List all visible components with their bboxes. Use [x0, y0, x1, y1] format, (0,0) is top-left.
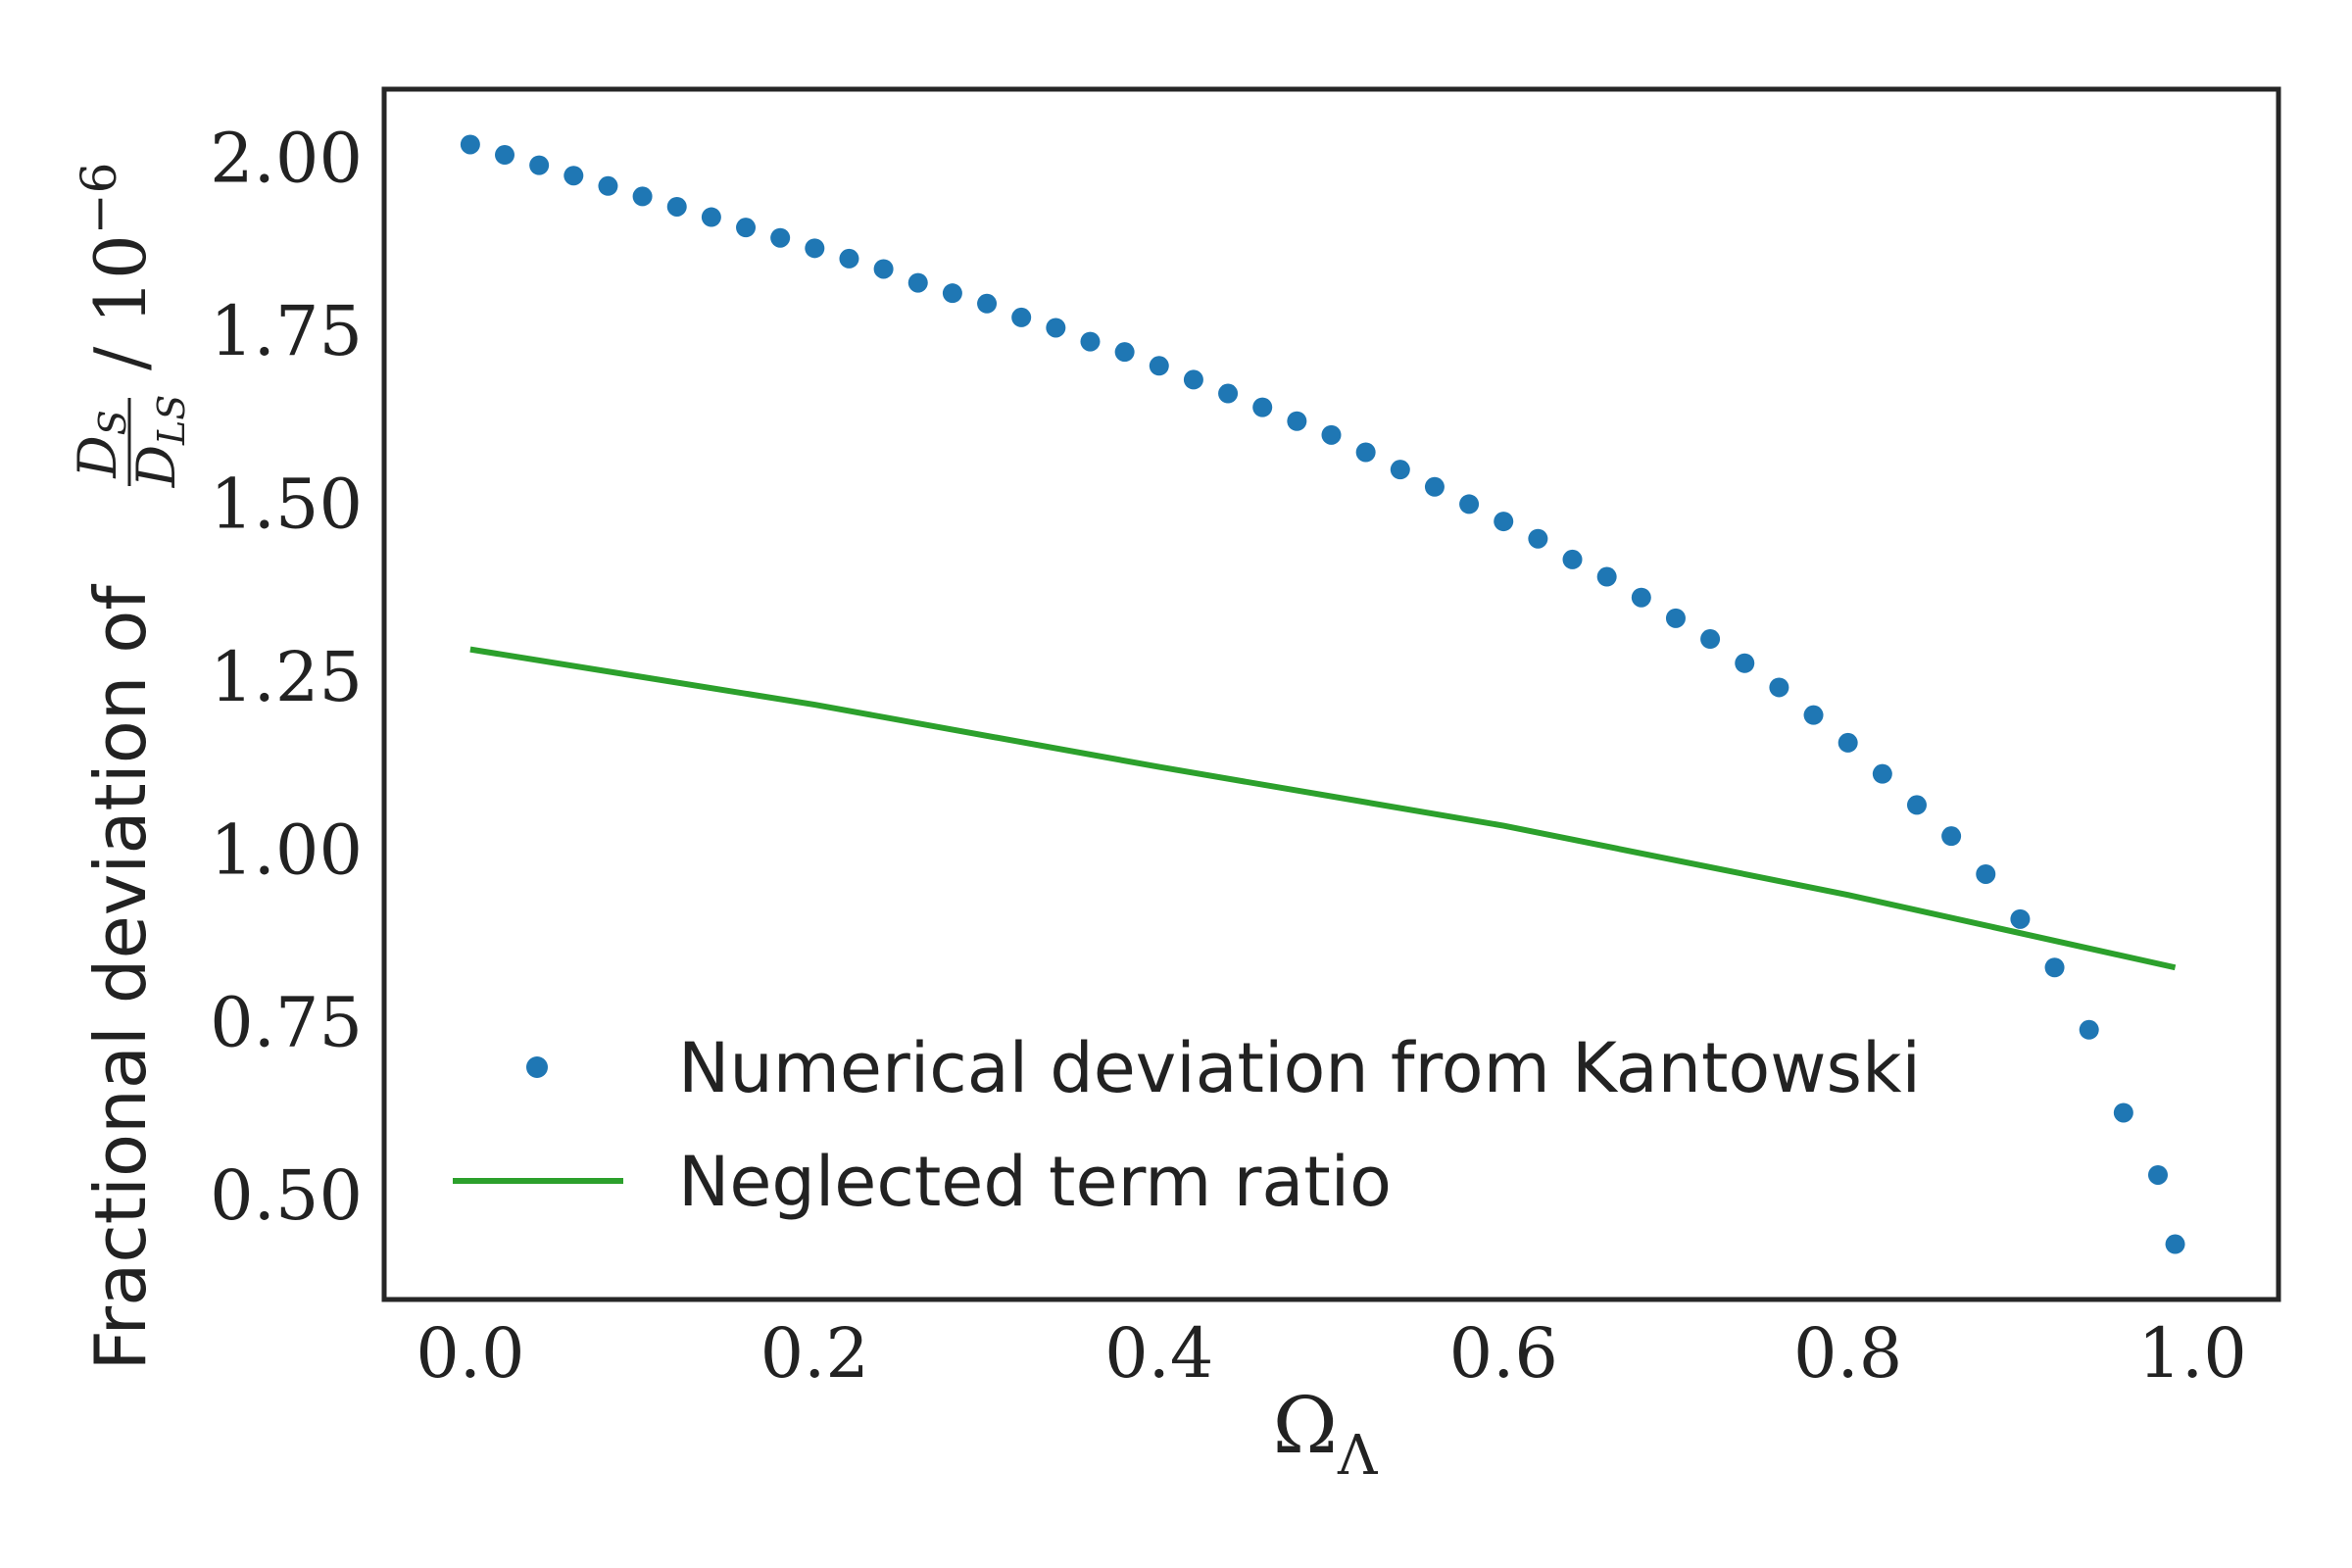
scatter-point: [1735, 653, 1755, 673]
scatter-point: [2079, 1019, 2099, 1040]
scatter-point: [1459, 494, 1480, 514]
y-tick-label: 1.00: [210, 809, 363, 890]
scatter-point: [839, 248, 859, 269]
legend-label-line: Neglected term ratio: [678, 1142, 1392, 1222]
y-tick-label: 0.75: [210, 983, 363, 1063]
scatter-point: [1252, 397, 1273, 417]
y-axis-label-suffix-exp: −6: [71, 163, 127, 235]
scatter-point: [1183, 369, 1203, 390]
y-tick-label: 1.25: [210, 637, 363, 717]
x-tick-label: 0.4: [1104, 1313, 1213, 1394]
plot-frame: [381, 86, 2281, 1302]
y-tick-label: 1.50: [210, 464, 363, 544]
legend-marker-scatter: [526, 1056, 548, 1078]
scatter-point: [1218, 383, 1239, 404]
y-axis-label-frac-den-sub: LS: [150, 395, 193, 446]
y-axis-label: Fractional deviation of DS DLS / 10−6: [67, 163, 193, 1371]
scatter-point: [2113, 1102, 2133, 1123]
scatter-point: [1562, 549, 1583, 569]
y-axis-label-frac-den-base: D: [125, 445, 187, 488]
scatter-point: [1424, 476, 1445, 497]
x-tick-label: 0.0: [416, 1313, 524, 1394]
scatter-point: [942, 283, 962, 304]
scatter-point: [1011, 307, 1032, 327]
scatter-point: [460, 134, 480, 155]
scatter-point: [1665, 608, 1686, 628]
scatter-point: [529, 155, 550, 175]
scatter-point: [1803, 705, 1824, 725]
scatter-point: [873, 259, 894, 279]
scatter-point: [1494, 512, 1514, 532]
scatter-point: [1114, 342, 1135, 363]
x-tick-label: 0.6: [1449, 1313, 1558, 1394]
scatter-point: [1355, 442, 1376, 463]
marks-layer: [460, 134, 2185, 1254]
scatter-point: [770, 227, 791, 248]
scatter-point: [1941, 826, 1962, 847]
scatter-point: [632, 186, 653, 207]
scatter-point: [701, 207, 721, 227]
scatter-point: [1596, 566, 1617, 587]
y-axis-label-frac-num-sub: S: [91, 410, 134, 435]
scatter-point: [495, 145, 515, 166]
scatter-point: [2165, 1234, 2185, 1254]
ticks-layer: 0.0 0.2 0.4 0.6 0.8 1.0 0.50 0.75 1.00 1.25 1.50 1.…: [210, 119, 2247, 1394]
scatter-point: [2044, 957, 2065, 978]
scatter-point: [666, 196, 687, 217]
scatter-point: [1872, 763, 1892, 784]
y-tick-label: 0.50: [210, 1155, 363, 1236]
series-line-neglected-term-ratio: [469, 646, 2177, 971]
scatter-point: [2147, 1164, 2168, 1185]
y-axis-label-prefix: Fractional deviation of: [79, 584, 162, 1371]
scatter-point: [1528, 528, 1548, 549]
y-axis-label-frac-num-base: D: [67, 435, 128, 478]
scatter-point: [1046, 318, 1066, 338]
legend: Numerical deviation from Kantowski Negle…: [453, 1028, 1921, 1222]
x-axis-label-sub: Λ: [1337, 1424, 1378, 1488]
scatter-point: [1390, 460, 1410, 480]
scatter-point: [1838, 732, 1858, 753]
scatter-point: [1149, 356, 1169, 376]
y-axis-label-frac-num: DS: [67, 410, 134, 478]
scatter-point: [736, 218, 757, 238]
scatter-point: [1700, 629, 1721, 650]
y-tick-label: 2.00: [210, 119, 363, 199]
y-axis-label-suffix-base: / 10: [79, 234, 162, 370]
scatter-point: [907, 272, 928, 293]
scatter-point: [805, 238, 825, 259]
legend-label-scatter: Numerical deviation from Kantowski: [678, 1028, 1921, 1108]
scatter-point: [2010, 908, 2031, 929]
x-tick-label: 1.0: [2137, 1313, 2246, 1394]
y-axis-label-frac-den: DLS: [125, 395, 193, 489]
y-tick-label: 1.75: [210, 291, 363, 371]
x-axis-label: ΩΛ: [1273, 1380, 1378, 1488]
y-axis-label-suffix: / 10−6: [71, 163, 162, 370]
scatter-point: [1906, 795, 1927, 815]
x-tick-label: 0.8: [1793, 1313, 1902, 1394]
scatter-point: [1976, 863, 1996, 884]
x-tick-label: 0.2: [760, 1313, 869, 1394]
scatter-point: [564, 166, 584, 186]
scatter-point: [598, 175, 618, 196]
scatter-point: [1769, 677, 1789, 698]
x-axis-label-base: Ω: [1273, 1380, 1338, 1471]
scatter-point: [1321, 424, 1342, 445]
scatter-point: [977, 293, 998, 314]
scatter-point: [1080, 331, 1101, 352]
scatter-point: [1287, 411, 1307, 431]
scatter-point: [1631, 587, 1651, 608]
